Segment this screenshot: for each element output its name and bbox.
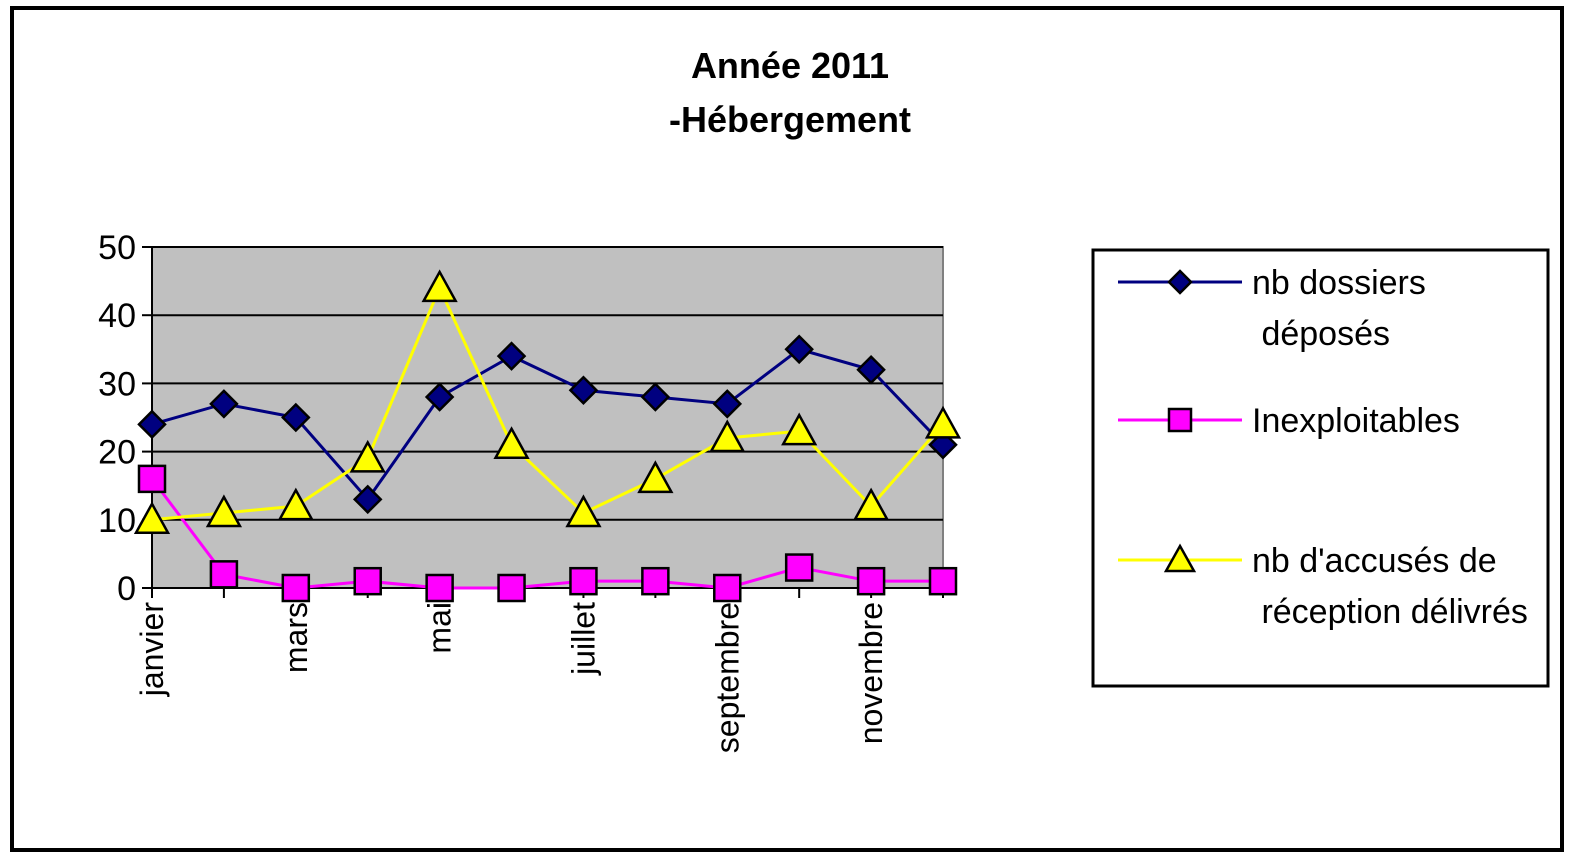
- marker: [852, 487, 890, 521]
- marker: [928, 566, 958, 596]
- chart-title: -Hébergement: [669, 99, 911, 140]
- marker: [784, 334, 814, 365]
- marker: [133, 501, 171, 535]
- marker: [493, 426, 530, 460]
- marker: [641, 566, 670, 596]
- marker: [924, 405, 962, 439]
- x-tick-label: mars: [278, 602, 314, 673]
- marker: [137, 464, 167, 494]
- marker: [277, 487, 314, 521]
- marker: [352, 484, 383, 515]
- marker: [856, 354, 886, 385]
- marker: [353, 566, 382, 596]
- x-tick-label: septembre: [709, 602, 745, 753]
- legend: [1091, 248, 1550, 688]
- y-tick-label: 10: [98, 502, 136, 540]
- marker: [1167, 407, 1193, 433]
- y-tick-label: 0: [117, 570, 136, 608]
- marker: [497, 573, 526, 603]
- marker: [781, 412, 818, 446]
- plot-area: [151, 246, 944, 589]
- marker: [349, 439, 386, 473]
- marker: [565, 494, 602, 528]
- legend-label: nb d'accusés de réception délivrés: [1252, 542, 1528, 631]
- marker: [205, 494, 243, 528]
- x-tick-label: juillet: [565, 602, 601, 676]
- marker: [424, 382, 455, 412]
- y-tick-label: 20: [98, 434, 136, 472]
- marker: [856, 566, 886, 596]
- marker: [209, 389, 239, 419]
- marker: [637, 460, 674, 494]
- marker: [709, 419, 746, 453]
- marker: [1163, 543, 1197, 573]
- marker: [496, 341, 527, 371]
- marker: [1167, 269, 1193, 295]
- marker: [281, 402, 311, 433]
- marker: [137, 409, 167, 440]
- marker: [713, 573, 742, 603]
- x-tick-label: mai: [422, 602, 458, 654]
- marker: [784, 553, 814, 582]
- y-tick-label: 50: [98, 229, 136, 267]
- legend-label: Inexploitables: [1252, 402, 1460, 440]
- marker: [640, 382, 671, 412]
- y-tick-label: 30: [98, 365, 136, 403]
- marker: [425, 573, 454, 603]
- marker: [568, 375, 599, 405]
- legend-label: nb dossiers déposés: [1252, 264, 1426, 353]
- marker: [421, 269, 458, 303]
- marker: [569, 566, 598, 596]
- y-tick-label: 40: [98, 297, 136, 335]
- marker: [281, 573, 311, 603]
- marker: [209, 560, 239, 589]
- marker: [712, 389, 743, 419]
- chart-title: Année 2011: [691, 45, 889, 86]
- x-tick-label: novembre: [853, 602, 889, 744]
- x-tick-label: janvier: [134, 602, 170, 698]
